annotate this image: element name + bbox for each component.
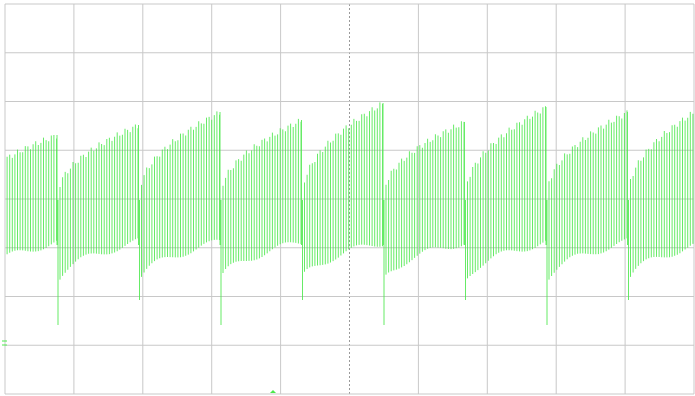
page: (() => { const svg = document.getElement… — [0, 0, 695, 396]
oscilloscope-screen — [0, 0, 695, 396]
